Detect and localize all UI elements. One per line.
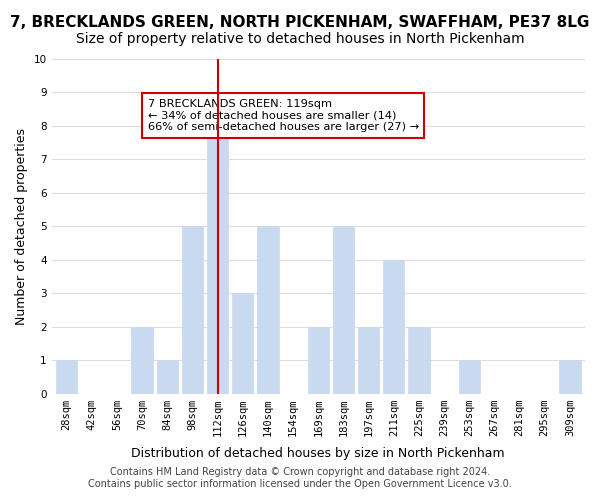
Bar [157, 360, 178, 394]
Text: 7 BRECKLANDS GREEN: 119sqm
← 34% of detached houses are smaller (14)
66% of semi: 7 BRECKLANDS GREEN: 119sqm ← 34% of deta… [148, 99, 419, 132]
Bar [232, 293, 253, 394]
Bar [358, 326, 379, 394]
Bar [559, 360, 581, 394]
Bar [207, 126, 229, 394]
Bar [333, 226, 354, 394]
Text: 7, BRECKLANDS GREEN, NORTH PICKENHAM, SWAFFHAM, PE37 8LG: 7, BRECKLANDS GREEN, NORTH PICKENHAM, SW… [10, 15, 590, 30]
Bar [257, 226, 278, 394]
Bar [458, 360, 480, 394]
Bar [131, 326, 153, 394]
Text: Contains HM Land Registry data © Crown copyright and database right 2024.
Contai: Contains HM Land Registry data © Crown c… [88, 468, 512, 489]
Bar [56, 360, 77, 394]
Bar [182, 226, 203, 394]
Text: Size of property relative to detached houses in North Pickenham: Size of property relative to detached ho… [76, 32, 524, 46]
Bar [308, 326, 329, 394]
Bar [383, 260, 404, 394]
X-axis label: Distribution of detached houses by size in North Pickenham: Distribution of detached houses by size … [131, 447, 505, 460]
Y-axis label: Number of detached properties: Number of detached properties [15, 128, 28, 325]
Bar [408, 326, 430, 394]
